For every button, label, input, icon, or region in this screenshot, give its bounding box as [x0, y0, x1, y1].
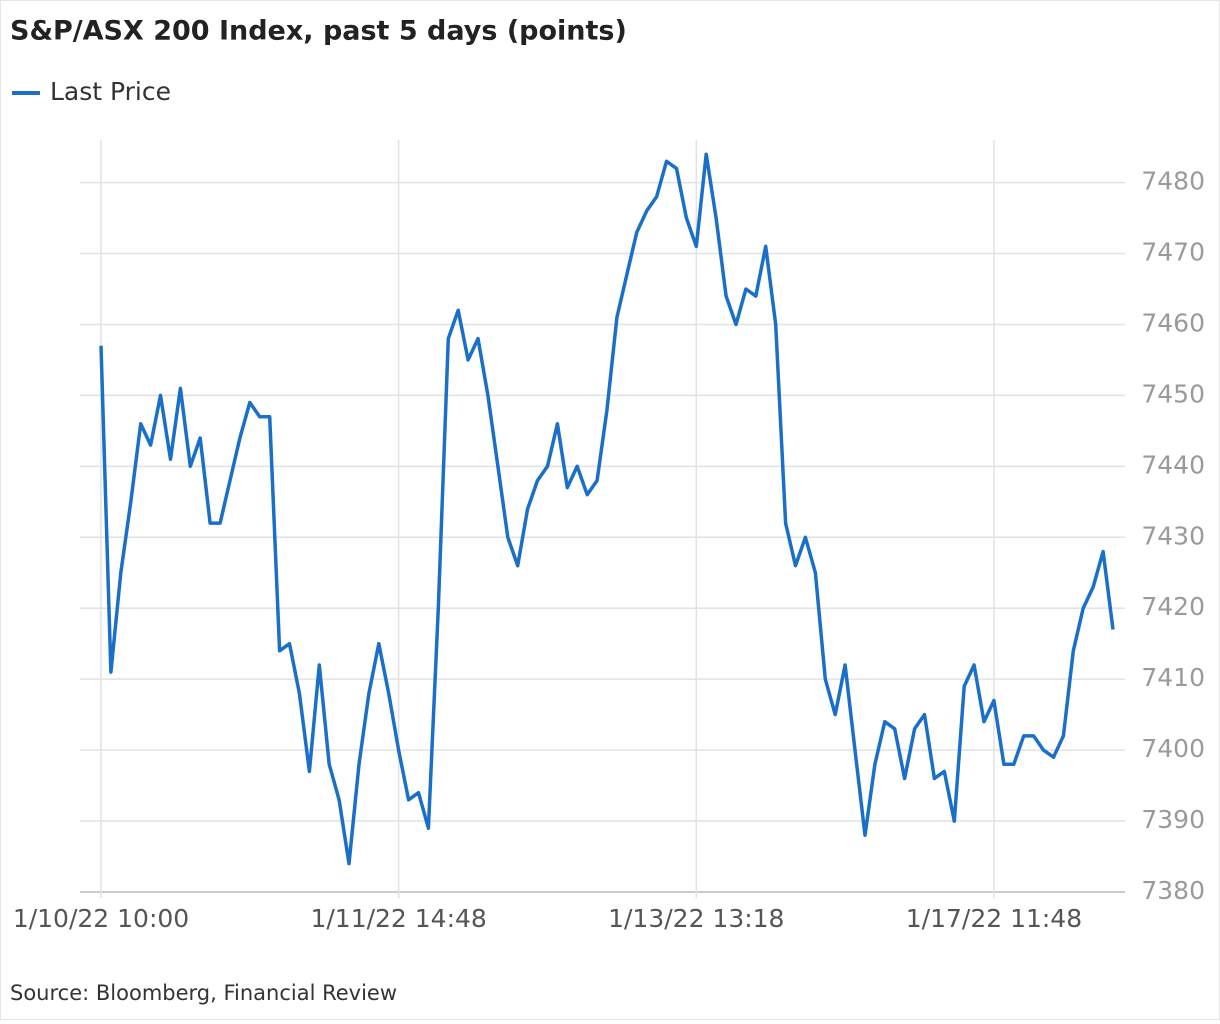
- y-tick-label: 7480: [1141, 167, 1205, 196]
- y-tick-label: 7410: [1141, 663, 1205, 692]
- x-tick-label: 1/10/22 10:00: [13, 904, 189, 933]
- y-tick-label: 7390: [1141, 805, 1205, 834]
- y-tick-label: 7430: [1141, 521, 1205, 550]
- y-tick-label: 7400: [1141, 734, 1205, 763]
- x-tick-label: 1/13/22 13:18: [608, 904, 784, 933]
- y-tick-label: 7440: [1141, 450, 1205, 479]
- y-tick-label: 7380: [1141, 876, 1205, 905]
- source-note: Source: Bloomberg, Financial Review: [10, 981, 397, 1005]
- y-tick-label: 7470: [1141, 238, 1205, 267]
- y-tick-label: 7450: [1141, 379, 1205, 408]
- x-tick-label: 1/11/22 14:48: [310, 904, 486, 933]
- price-line: [99, 152, 1115, 866]
- y-tick-label: 7420: [1141, 592, 1205, 621]
- legend-label: Last Price: [50, 77, 171, 106]
- x-tick-label: 1/17/22 11:48: [906, 904, 1082, 933]
- y-tick-label: 7460: [1141, 308, 1205, 337]
- chart-title: S&P/ASX 200 Index, past 5 days (points): [10, 16, 627, 47]
